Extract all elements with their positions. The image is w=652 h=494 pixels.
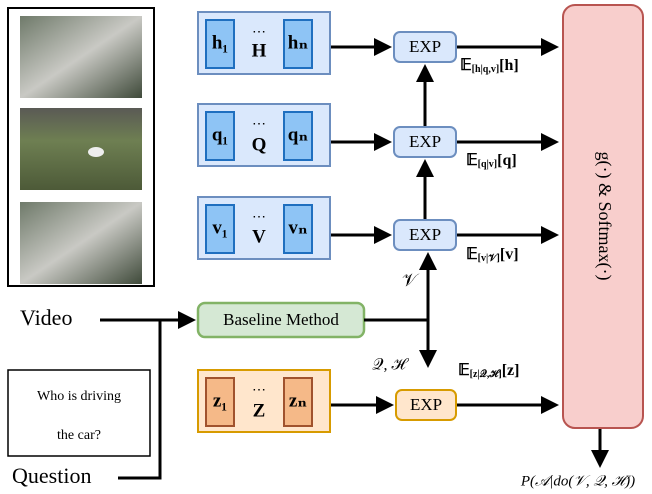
text-part: [z|𝒬,ℋ] (470, 368, 502, 380)
video-frame (20, 202, 142, 284)
text-part: [v] (500, 246, 519, 263)
svg-text:⋯: ⋯ (252, 25, 266, 40)
car (88, 147, 104, 157)
encoder-z: z₁ zₙ Z ⋯ (198, 370, 330, 432)
set-label: V (252, 226, 266, 247)
head-label: g(·) & Softmax(·) (594, 152, 615, 281)
question-text: the car? (57, 428, 101, 443)
token: h₁ (212, 32, 228, 53)
token: z₁ (213, 390, 227, 411)
token: zₙ (289, 390, 307, 411)
exp-label: EXP (409, 225, 441, 244)
diagram: Video Who is driving the car? Question B… (0, 0, 652, 494)
set-label: Q (252, 134, 267, 155)
svg-text:⋯: ⋯ (252, 117, 266, 132)
text-part: [h|q,v] (472, 64, 500, 75)
video-frame (20, 108, 142, 190)
text-part: [h] (499, 57, 519, 74)
output-label: P(𝒜|do(𝒱, 𝒬, ℋ)) (520, 473, 635, 489)
question-label: Question (12, 463, 91, 488)
expectation: 𝔼[v|𝒱][v] (466, 246, 519, 265)
token: q₁ (212, 124, 228, 145)
encoder-h: h₁ hₙ H ⋯ (198, 12, 330, 74)
expectation: 𝔼[z|𝒬,ℋ][z] (458, 362, 519, 381)
text-part: 𝔼 (466, 152, 478, 169)
expectation: 𝔼[q|v][q] (466, 152, 517, 171)
set-label: Z (253, 400, 266, 421)
encoder-v: v₁ vₙ V ⋯ (198, 197, 330, 259)
svg-text:⋯: ⋯ (252, 383, 266, 398)
video-frame (20, 16, 142, 98)
text-part: [q] (497, 152, 517, 169)
edge-label: 𝒱 (402, 270, 420, 290)
text-part: 𝔼 (458, 362, 470, 379)
token: qₙ (288, 124, 309, 145)
baseline-label: Baseline Method (223, 310, 339, 329)
expectation: 𝔼[h|q,v][h] (460, 57, 519, 76)
svg-text:⋯: ⋯ (252, 210, 266, 225)
question-text: Who is driving (37, 389, 121, 404)
video-label: Video (20, 305, 72, 330)
token: vₙ (288, 217, 308, 238)
encoder-q: q₁ qₙ Q ⋯ (198, 104, 330, 166)
exp-label: EXP (409, 37, 441, 56)
token: v₁ (212, 217, 227, 238)
text-part: [v|𝒱] (478, 253, 500, 264)
text-part: 𝔼 (460, 57, 472, 74)
text-part: 𝔼 (466, 246, 478, 263)
token: hₙ (288, 32, 309, 53)
edge-label: 𝒬, ℋ (372, 357, 409, 374)
exp-label: EXP (410, 395, 442, 414)
text-part: [z] (502, 362, 520, 379)
text-part: [q|v] (478, 159, 497, 170)
exp-label: EXP (409, 132, 441, 151)
set-label: H (252, 40, 267, 61)
